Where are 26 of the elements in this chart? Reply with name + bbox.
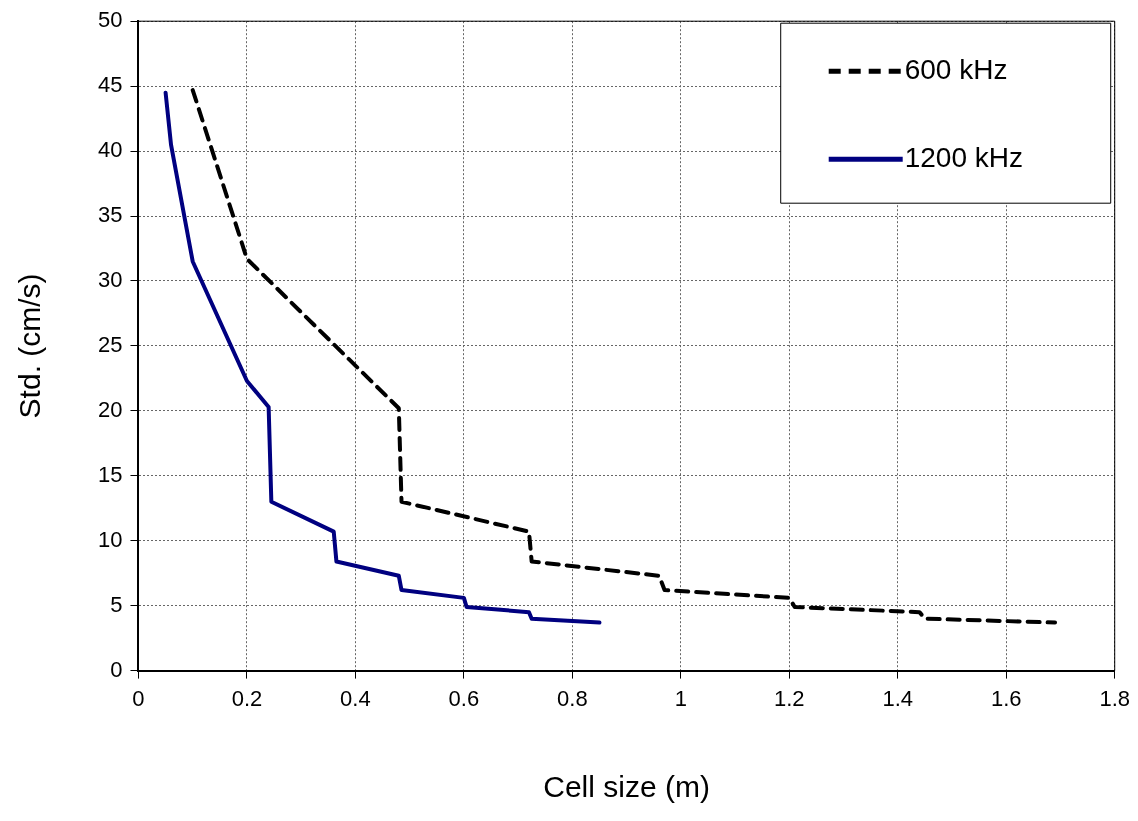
y-tick-label: 15	[97, 461, 123, 487]
x-tick-label: 1	[674, 685, 687, 711]
y-tick-label: 45	[97, 72, 123, 98]
x-tick-label: 1.6	[990, 685, 1022, 711]
x-tick-label: 1.4	[882, 685, 914, 711]
legend-label: 1200 kHz	[904, 141, 1024, 173]
y-tick-label: 0	[110, 656, 123, 682]
y-tick-label: 25	[97, 331, 123, 357]
y-tick-label: 50	[97, 7, 123, 33]
y-tick-label: 35	[97, 202, 123, 228]
y-tick-label: 10	[97, 526, 123, 552]
x-tick-label: 1.2	[774, 685, 805, 711]
x-tick-label: 0.4	[340, 685, 371, 711]
x-tick-label: 0	[132, 685, 145, 711]
x-tick-label: 0.6	[448, 685, 480, 711]
line-series	[190, 88, 1058, 625]
y-tick-label: 30	[97, 267, 123, 293]
y-axis-title: Std. (cm/s)	[13, 273, 47, 419]
x-axis-title: Cell size (m)	[543, 770, 710, 804]
y-tick-label: 40	[97, 137, 123, 163]
x-tick-label: 0.8	[557, 685, 588, 711]
y-tick-label: 5	[110, 591, 123, 617]
y-tick-label: 20	[97, 396, 123, 422]
x-tick-label: 1.8	[1099, 685, 1131, 711]
legend-label: 600 kHz	[904, 53, 1008, 85]
x-tick-label: 0.2	[231, 685, 263, 711]
